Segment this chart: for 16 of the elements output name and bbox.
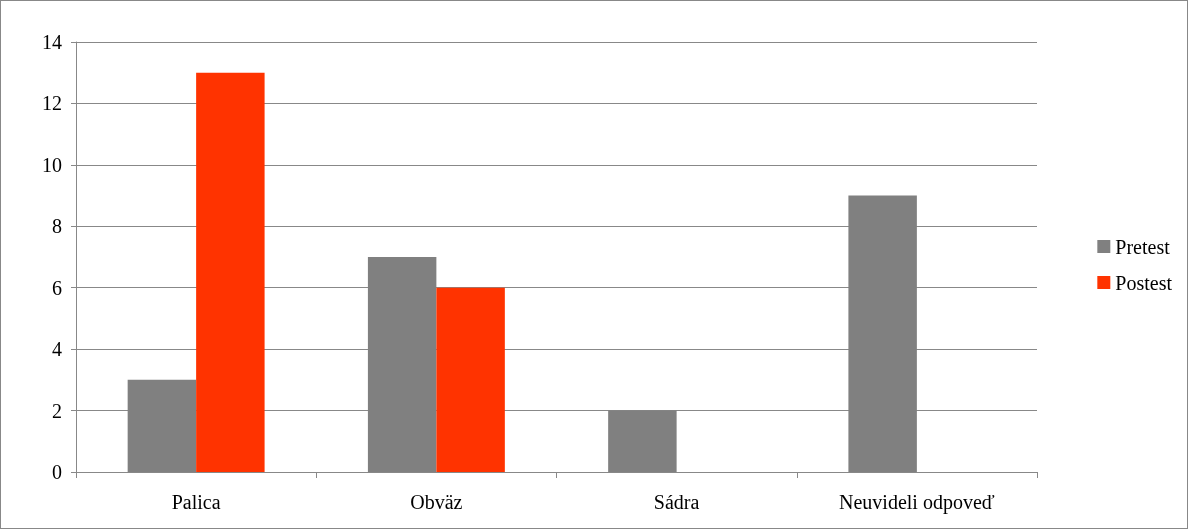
y-tick-label: 6 [52,276,62,299]
x-tick-label: Palica [171,491,221,513]
y-tick-label: 8 [52,215,62,238]
y-tick-label: 0 [52,461,62,483]
y-tick-label: 12 [42,92,62,115]
bar [436,287,505,472]
legend-label: Postest [1115,271,1173,294]
y-tick-label: 10 [42,153,62,176]
x-tick-label: Neuvideli odpoveď [839,491,995,514]
y-tick-label: 4 [52,338,62,361]
legend-label: Pretest [1115,235,1171,258]
x-tick-label: Sádra [653,491,700,513]
bar [196,72,265,472]
y-tick-label: 14 [42,31,62,53]
x-tick-label: Obväz [410,491,463,513]
y-tick-label: 2 [52,399,62,422]
